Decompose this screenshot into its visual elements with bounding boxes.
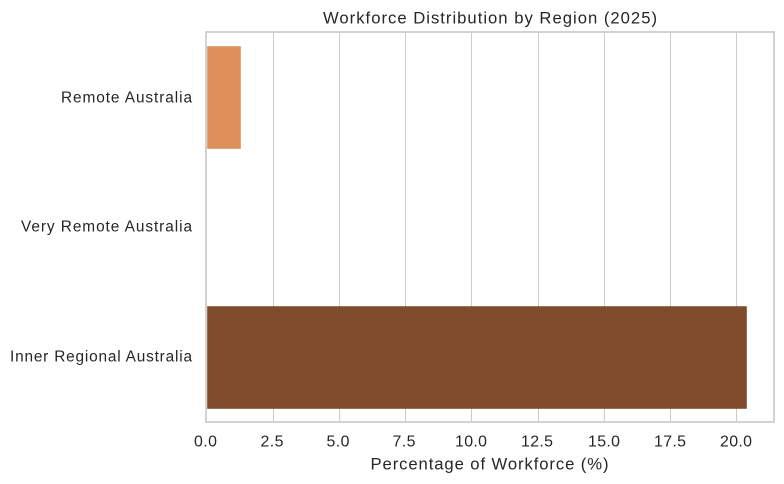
svg-text:5.0: 5.0 bbox=[327, 434, 350, 451]
svg-text:20.0: 20.0 bbox=[720, 434, 752, 451]
svg-text:15.0: 15.0 bbox=[588, 434, 620, 451]
svg-text:12.5: 12.5 bbox=[521, 434, 553, 451]
svg-text:Remote Australia: Remote Australia bbox=[61, 89, 192, 106]
svg-text:17.5: 17.5 bbox=[654, 434, 686, 451]
svg-text:10.0: 10.0 bbox=[455, 434, 487, 451]
svg-text:Percentage of Workforce (%): Percentage of Workforce (%) bbox=[371, 454, 609, 473]
svg-text:Inner Regional Australia: Inner Regional Australia bbox=[10, 349, 192, 366]
svg-text:2.5: 2.5 bbox=[261, 434, 284, 451]
svg-text:7.5: 7.5 bbox=[393, 434, 416, 451]
svg-text:Workforce Distribution by Regi: Workforce Distribution by Region (2025) bbox=[323, 8, 657, 27]
svg-text:Very Remote Australia: Very Remote Australia bbox=[21, 219, 192, 236]
svg-text:0.0: 0.0 bbox=[194, 434, 217, 451]
